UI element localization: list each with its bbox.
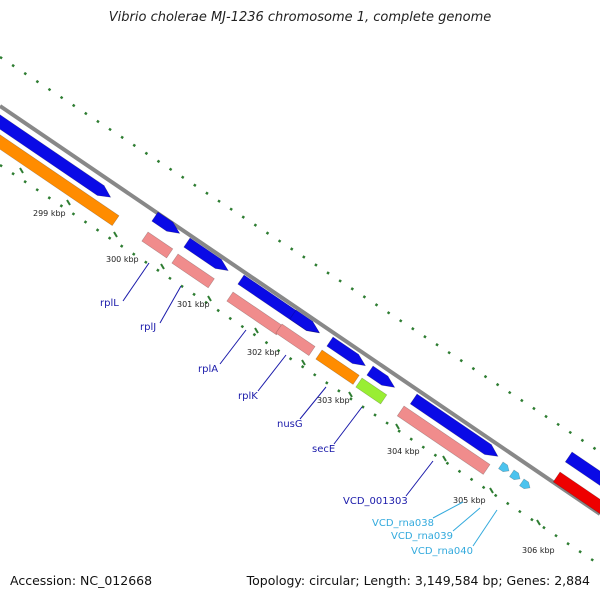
gene-label-vcd_rna038: VCD_rna038 <box>372 518 434 529</box>
kbp-tick <box>207 295 212 302</box>
kbp-tick <box>395 423 400 430</box>
kbp-tick <box>19 167 24 174</box>
axis-label-kbp: 303 kbp <box>317 396 350 405</box>
axis-ticks <box>19 167 541 526</box>
gene-label-rpla: rplA <box>198 364 218 375</box>
gene-label-vcd_001303: VCD_001303 <box>343 496 408 507</box>
cds-block <box>183 237 229 272</box>
gene-label-rplj: rplJ <box>140 322 156 333</box>
cds-block-reverse <box>226 291 284 336</box>
axis-label-kbp: 299 kbp <box>33 209 66 218</box>
axis-label-kbp: 305 kbp <box>453 496 486 505</box>
kbp-tick <box>348 391 353 398</box>
label-leader-line <box>472 509 498 547</box>
kbp-tick <box>160 263 165 270</box>
label-leader-line <box>159 285 182 324</box>
kbp-tick <box>113 231 118 238</box>
gene-label-vcd_rna039: VCD_rna039 <box>391 531 453 542</box>
gene-label-vcd_rna040: VCD_rna040 <box>411 546 473 557</box>
axis-label-kbp: 301 kbp <box>177 300 210 309</box>
accession-text: Accession: NC_012668 <box>10 573 153 588</box>
kbp-tick <box>301 359 306 366</box>
cds-block-reverse <box>396 405 491 475</box>
axis-label-kbp: 302 kbp <box>247 348 280 357</box>
inner-dot-track <box>0 163 600 567</box>
cds-block <box>366 365 396 388</box>
cds-block-reverse <box>141 231 174 259</box>
outer-dot-track <box>0 55 600 454</box>
axis-label-kbp: 306 kbp <box>522 546 555 555</box>
cds-block <box>151 211 181 234</box>
label-leader-line <box>452 507 481 532</box>
label-leader-line <box>219 329 247 365</box>
nusg-block <box>315 349 360 385</box>
kbp-tick <box>442 455 447 462</box>
kbp-tick <box>489 487 494 494</box>
axis-label-kbp: 304 kbp <box>387 447 420 456</box>
orf-block <box>0 134 120 227</box>
label-leader-line <box>257 354 287 392</box>
cds-block-reverse <box>275 323 316 357</box>
kbp-tick <box>66 199 71 206</box>
gene-labels: rplL rplJ rplA rplK nusG secE VCD_001303 VCD_rn… <box>100 298 473 557</box>
label-leader-line <box>405 460 434 497</box>
cds-block <box>0 114 112 198</box>
cds-block-reverse <box>171 253 215 289</box>
red-feature-block <box>552 471 600 515</box>
cds-block <box>289 309 320 333</box>
label-leader-lines <box>122 262 498 547</box>
rna-marker <box>519 478 531 490</box>
label-leader-line <box>333 406 363 445</box>
rna-marker <box>498 461 510 473</box>
cds-block <box>326 336 367 367</box>
genome-summary-text: Topology: circular; Length: 3,149,584 bp… <box>246 573 590 588</box>
gene-label-rpll: rplL <box>100 298 119 309</box>
label-leader-line <box>299 386 327 420</box>
axis-labels: 299 kbp 300 kbp 301 kbp 302 kbp 303 kbp 304 k… <box>33 209 555 555</box>
gene-label-rplk: rplK <box>238 391 258 402</box>
axis-label-kbp: 300 kbp <box>106 255 139 264</box>
feature-tracks <box>0 114 600 515</box>
kbp-tick <box>254 327 259 334</box>
label-leader-line <box>122 262 150 302</box>
sece-block <box>355 377 388 405</box>
rna-marker <box>509 469 521 481</box>
gene-label-sece: secE <box>312 444 335 455</box>
cds-block <box>409 393 499 457</box>
gene-label-nusg: nusG <box>277 419 303 430</box>
label-leader-line <box>432 501 464 519</box>
figure-title: Vibrio cholerae MJ-1236 chromosome 1, co… <box>108 10 492 25</box>
kbp-tick <box>536 519 541 526</box>
chromosome-backbone <box>0 104 600 516</box>
cds-block <box>564 451 600 486</box>
